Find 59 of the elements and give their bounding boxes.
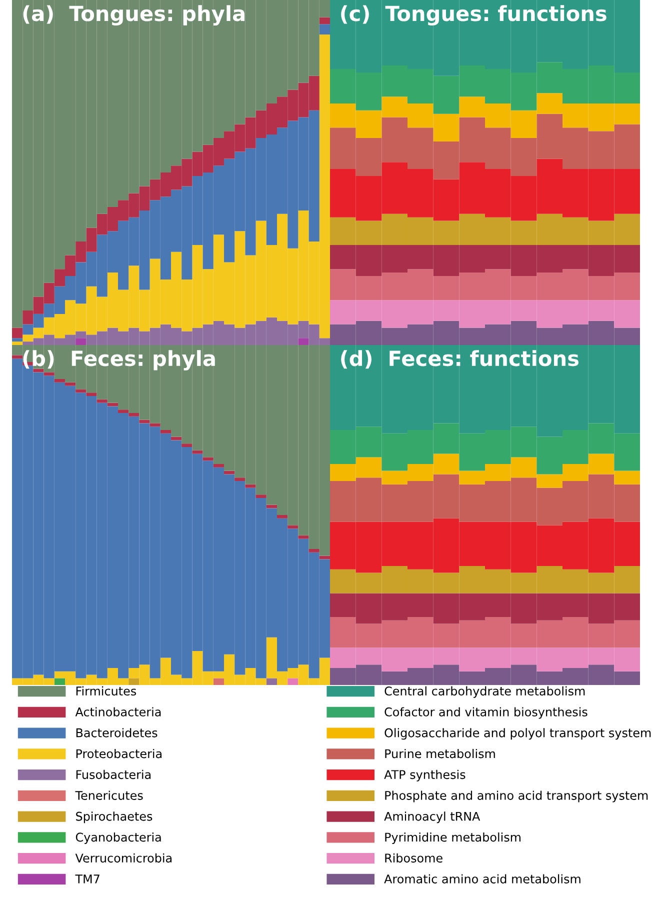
bar (54, 678, 65, 685)
legend-label: Oligosaccharide and polyol transport system (384, 728, 651, 740)
legend-label: ATP synthesis (384, 770, 466, 782)
bar (12, 328, 23, 338)
legend-label: Fusobacteria (76, 770, 151, 780)
bar (234, 478, 246, 481)
legend-label: TM7 (75, 874, 100, 884)
legend-label: Actinobacteria (75, 707, 161, 716)
bar (182, 444, 192, 447)
bar (139, 420, 150, 424)
legend-label: Pyrimidine metabolism (385, 832, 520, 844)
legend-label: Spirochaetes (76, 812, 152, 824)
bar (245, 484, 256, 488)
bar (76, 338, 86, 345)
bar (213, 464, 224, 468)
legend-label: Cofactor and vitamin biosynthesis (384, 707, 588, 719)
bar (76, 389, 86, 393)
chart-title: (a) Tongues: phyla (23, 5, 244, 26)
bar (277, 515, 288, 518)
bar (213, 678, 224, 685)
legend-label: Verrucomicrobia (75, 853, 172, 863)
legend-label: Purine metabolism (385, 748, 495, 758)
legend-label: Central carbohydrate metabolism (384, 686, 585, 698)
bar (128, 678, 140, 685)
bar (256, 494, 266, 498)
bar (192, 450, 203, 454)
legend-label: Phosphate and amino acid transport system (385, 790, 648, 802)
legend-label: Firmicutes (76, 686, 136, 696)
bar (86, 392, 97, 396)
bar (128, 413, 140, 416)
bar (12, 338, 23, 342)
bar (12, 355, 23, 359)
bar (266, 678, 277, 685)
legend-label: Tenericutes (75, 790, 143, 800)
legend-label: Cyanobacteria (76, 832, 161, 844)
bar (298, 338, 309, 345)
bar (54, 379, 65, 382)
legend-label: Proteobacteria (76, 748, 162, 758)
legend-label: Aromatic amino acid metabolism (384, 874, 580, 884)
legend-label: Ribosome (385, 853, 442, 863)
bar (33, 368, 44, 372)
bar (319, 24, 330, 34)
bar (118, 410, 129, 413)
bar (319, 17, 330, 24)
bar (160, 430, 171, 434)
bar (288, 525, 298, 529)
bar (308, 549, 320, 552)
bar (65, 382, 76, 386)
bar (96, 399, 108, 403)
legend-label: Bacteroidetes (76, 728, 158, 738)
chart-title: (b) Feces: phyla (23, 350, 215, 370)
chart-title: (c) Tongues: functions (341, 5, 606, 26)
legend-label: Aminoacyl tRNA (384, 812, 480, 824)
bar (150, 423, 160, 427)
bar (298, 535, 309, 539)
bar (202, 457, 214, 461)
chart-title: (d) Feces: functions (341, 350, 578, 369)
bar (288, 678, 298, 685)
bar (44, 372, 54, 376)
